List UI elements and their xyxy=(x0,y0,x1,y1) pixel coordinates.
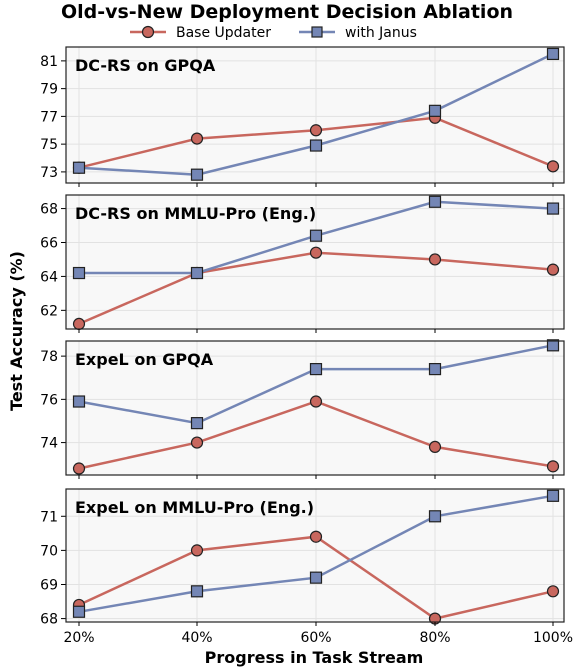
chart-panels: 73 75 77 79 81 DC-RS on GPQA 62 64 66 68 DC-RS on … xyxy=(40,46,565,628)
x-tick-label: 60% xyxy=(300,630,331,646)
data-point-janus xyxy=(546,202,560,215)
data-point-janus xyxy=(72,266,86,280)
panel-background xyxy=(66,195,564,329)
y-tick-label: 66 xyxy=(40,235,58,251)
x-axis-ticks: 20% 40% 60% 80% 100% xyxy=(63,630,573,646)
data-point-base xyxy=(309,530,323,543)
panel-title: DC-RS on MMLU-Pro (Eng.) xyxy=(75,204,316,223)
data-point-janus xyxy=(190,417,204,430)
y-tick-label: 71 xyxy=(40,509,58,525)
panel-3: 74 76 78 ExpeL on GPQA xyxy=(40,339,565,479)
y-tick-label: 76 xyxy=(40,392,58,408)
y-tick-label: 64 xyxy=(40,269,58,285)
data-point-janus xyxy=(309,229,323,242)
data-point-janus xyxy=(546,339,560,352)
data-point-base xyxy=(309,395,323,408)
data-point-base xyxy=(190,132,204,145)
panel-4: 68 69 70 71 ExpeL on MMLU-Pro (Eng.) xyxy=(40,488,565,628)
x-axis-label: Progress in Task Stream xyxy=(205,648,424,667)
data-point-base xyxy=(309,246,323,259)
y-tick-label: 68 xyxy=(40,612,58,628)
data-point-base xyxy=(546,263,560,276)
y-tick-label: 79 xyxy=(40,82,58,98)
y-tick-label: 73 xyxy=(40,165,58,181)
data-point-janus xyxy=(428,510,442,523)
legend-janus-label: with Janus xyxy=(345,25,417,41)
y-tick-label: 69 xyxy=(40,577,58,593)
panel-frame xyxy=(65,46,565,184)
data-point-janus xyxy=(309,571,323,584)
data-point-janus xyxy=(546,489,560,502)
y-axis-label: Test Accuracy (%) xyxy=(7,251,26,411)
panel-1: 73 75 77 79 81 DC-RS on GPQA xyxy=(40,46,565,187)
data-point-base xyxy=(546,160,560,173)
data-point-janus xyxy=(309,362,323,376)
data-point-base xyxy=(428,440,442,454)
y-tick-label: 75 xyxy=(40,137,58,153)
data-point-janus xyxy=(72,605,86,618)
x-tick-label: 40% xyxy=(181,630,212,646)
data-point-base xyxy=(309,124,323,137)
x-tick-label: 20% xyxy=(63,630,94,646)
legend: Base Updater with Janus xyxy=(130,25,417,41)
panel-title: ExpeL on MMLU-Pro (Eng.) xyxy=(75,498,314,517)
data-point-base xyxy=(546,585,560,598)
data-point-janus xyxy=(72,161,86,174)
data-point-base xyxy=(428,253,442,266)
data-point-janus xyxy=(428,195,442,208)
legend-janus-marker xyxy=(311,26,323,38)
y-tick-label: 62 xyxy=(40,303,58,319)
y-tick-label: 74 xyxy=(40,436,58,452)
x-tick-label: 100% xyxy=(533,630,573,646)
y-tick-label: 81 xyxy=(40,54,58,70)
legend-base-label: Base Updater xyxy=(176,25,271,41)
x-tick-label: 80% xyxy=(419,630,450,646)
panel-frame xyxy=(65,340,565,476)
data-point-janus xyxy=(546,47,560,61)
data-point-janus xyxy=(190,585,204,598)
panel-frame xyxy=(65,194,565,330)
data-point-janus xyxy=(428,104,442,117)
data-point-janus xyxy=(309,139,323,152)
panel-title: ExpeL on GPQA xyxy=(75,350,214,369)
data-point-base xyxy=(190,544,204,557)
data-point-janus xyxy=(428,362,442,376)
panel-background xyxy=(66,47,564,183)
data-point-janus xyxy=(190,266,204,280)
data-point-base xyxy=(546,460,560,473)
y-tick-label: 78 xyxy=(40,349,58,365)
panel-2: 62 64 66 68 DC-RS on MMLU-Pro (Eng.) xyxy=(40,194,565,333)
panel-frame xyxy=(65,488,565,623)
data-point-janus xyxy=(190,168,204,181)
legend-base-marker xyxy=(141,25,155,39)
data-point-janus xyxy=(72,395,86,408)
panel-title: DC-RS on GPQA xyxy=(75,56,216,75)
data-point-base xyxy=(72,462,86,475)
figure-title: Old-vs-New Deployment Decision Ablation xyxy=(61,1,513,23)
y-tick-label: 77 xyxy=(40,109,58,125)
y-tick-label: 68 xyxy=(40,202,58,218)
y-tick-label: 70 xyxy=(40,543,58,559)
data-point-base xyxy=(190,436,204,449)
data-point-base xyxy=(72,317,86,331)
